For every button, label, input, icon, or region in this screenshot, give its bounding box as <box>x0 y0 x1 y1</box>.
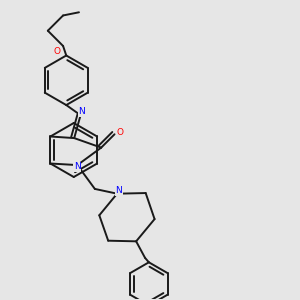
Text: N: N <box>116 186 122 195</box>
Text: N: N <box>78 107 85 116</box>
Text: O: O <box>117 128 124 137</box>
Text: N: N <box>74 163 81 172</box>
Text: O: O <box>53 47 60 56</box>
